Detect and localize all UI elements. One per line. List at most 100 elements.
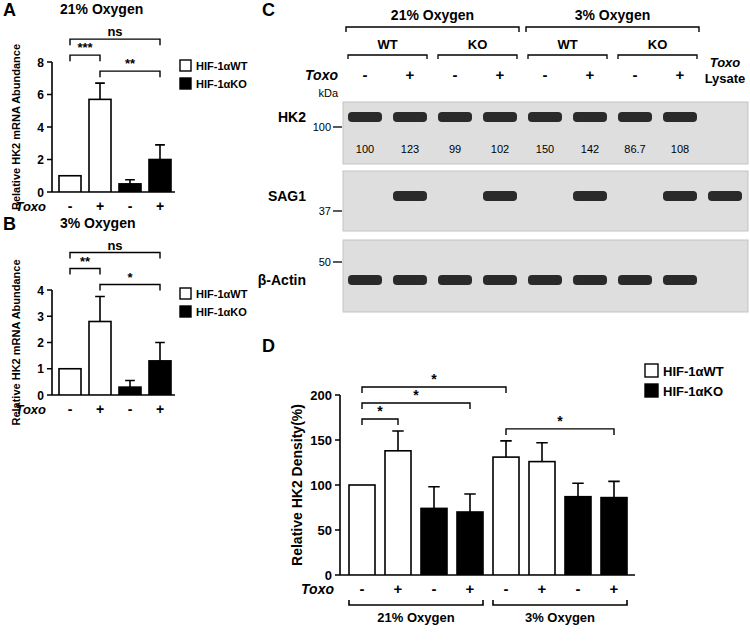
y-tick: [47, 316, 52, 318]
y-tick-label: 50: [318, 523, 332, 538]
density-value: 99: [449, 143, 461, 155]
y-axis-label: Relative HK2 Density(%): [289, 404, 305, 566]
chart-title: 3% Oxygen: [60, 215, 135, 231]
y-tick-label: 200: [310, 388, 332, 403]
bar: [119, 184, 141, 192]
x-tick-label: +: [538, 580, 547, 597]
y-tick: [335, 484, 340, 486]
bar: [385, 451, 411, 575]
y-tick: [47, 191, 52, 193]
bar: [119, 387, 141, 395]
band: [483, 112, 517, 122]
band: [618, 275, 652, 285]
marker-label: 37: [319, 205, 331, 217]
y-axis-label: Relative HK2 mRNA Abundance: [10, 44, 22, 210]
y-tick-label: 150: [310, 433, 332, 448]
y-tick: [47, 342, 52, 344]
legend-swatch: [645, 364, 658, 377]
lane-label: -: [453, 66, 458, 83]
x-tick-label: -: [432, 580, 437, 597]
marker-unit: kDa: [318, 87, 338, 99]
y-tick-label: 4: [37, 284, 44, 298]
error-bar: [500, 441, 511, 457]
significance-label: *: [431, 371, 437, 387]
significance-bracket: [506, 429, 614, 435]
y-tick-label: 1: [37, 362, 44, 376]
condition-label: 3% Oxygen: [575, 7, 650, 23]
significance-bracket: [100, 71, 160, 77]
condition-bracket: [526, 27, 699, 32]
x-tick-label: -: [128, 198, 133, 214]
band: [348, 275, 382, 285]
genotype-label: WT: [557, 37, 577, 52]
legend-swatch: [180, 288, 191, 299]
lane-label: +: [496, 66, 505, 83]
y-axis-label: Relative HK2 mRNA Abundance: [10, 259, 22, 425]
chart-title: 21% Oxygen: [60, 1, 143, 17]
x-tick-label: +: [156, 401, 164, 417]
significance-bracket: [70, 39, 160, 45]
x-axis-label: Toxo: [301, 581, 334, 597]
error-bar: [95, 297, 105, 322]
genotype-label: WT: [377, 37, 397, 52]
blot-strip: [343, 171, 748, 231]
lane-label: +: [586, 66, 595, 83]
y-tick-label: 4: [37, 121, 44, 135]
significance-bracket: [362, 387, 506, 393]
band: [663, 191, 697, 201]
lysate-label: Lysate: [705, 71, 746, 86]
x-tick-label: -: [128, 401, 133, 417]
group-brace: [349, 600, 483, 605]
bar: [349, 485, 375, 575]
bar: [59, 176, 81, 192]
blot-strip: [343, 102, 748, 164]
bar: [493, 457, 519, 575]
significance-bracket: [100, 285, 160, 291]
density-value: 102: [491, 143, 509, 155]
bar: [601, 498, 627, 575]
error-bar: [125, 381, 135, 388]
legend-label: HIF-1αWT: [196, 288, 248, 300]
group-label: 3% Oxygen: [525, 610, 595, 625]
band: [573, 191, 607, 201]
blot-strip: [343, 240, 748, 312]
x-tick-label: +: [156, 198, 164, 214]
legend-label: HIF-1αKO: [196, 78, 247, 90]
y-tick-label: 0: [37, 186, 44, 200]
x-tick-label: -: [576, 580, 581, 597]
y-tick-label: 8: [37, 56, 44, 70]
y-tick: [47, 289, 52, 291]
band: [438, 275, 472, 285]
y-tick: [47, 94, 52, 96]
error-bar: [155, 343, 165, 361]
band: [393, 112, 427, 122]
density-value: 86.7: [624, 143, 645, 155]
bar: [149, 361, 171, 395]
panel-label: B: [3, 214, 16, 234]
band: [573, 112, 607, 122]
x-tick-label: -: [68, 198, 73, 214]
density-value: 123: [401, 143, 419, 155]
significance-label: *: [127, 270, 133, 285]
bar: [149, 160, 171, 193]
y-tick-label: 0: [37, 389, 44, 403]
error-bar: [572, 483, 583, 497]
y-tick: [335, 439, 340, 441]
significance-bracket: [70, 269, 100, 275]
marks: [59, 83, 171, 192]
legend-label: HIF-1αKO: [663, 384, 723, 399]
significance-bracket: [70, 55, 100, 61]
band: [663, 112, 697, 122]
bar-panel: A21% Oxygen02468-+-+ToxoRelative HK2 mRN…: [3, 0, 248, 214]
error-bar: [155, 145, 165, 160]
legend-swatch: [180, 306, 191, 317]
y-tick-label: 2: [37, 153, 44, 167]
figure: A21% Oxygen02468-+-+ToxoRelative HK2 mRN…: [0, 0, 750, 643]
bar: [457, 512, 483, 575]
error-bar: [125, 180, 135, 184]
genotype-label: KO: [648, 37, 668, 52]
marker-tick: [333, 261, 342, 262]
panel-label: A: [3, 0, 16, 20]
band: [483, 275, 517, 285]
y-tick: [47, 394, 52, 396]
